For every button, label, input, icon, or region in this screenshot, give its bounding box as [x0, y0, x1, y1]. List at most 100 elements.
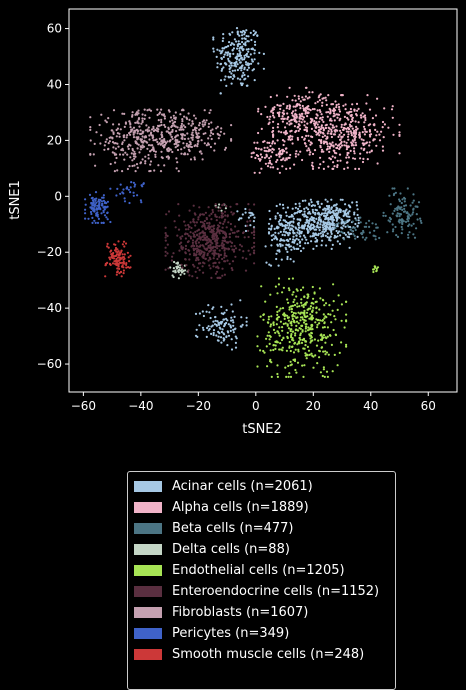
data-point	[350, 110, 353, 113]
data-point	[221, 215, 225, 218]
data-point	[286, 257, 289, 261]
data-point	[278, 171, 281, 174]
data-point	[250, 38, 253, 42]
data-point	[212, 331, 215, 335]
data-point	[158, 137, 161, 140]
data-point	[353, 147, 356, 150]
data-point	[311, 314, 314, 317]
data-point	[363, 133, 366, 136]
data-point	[242, 250, 245, 253]
data-point	[122, 272, 125, 275]
y-axis-label: tSNE1	[8, 180, 23, 220]
data-point	[293, 125, 296, 128]
data-point	[139, 129, 142, 132]
legend-label: Pericytes (n=349)	[172, 626, 290, 641]
data-point	[253, 236, 256, 240]
data-point	[331, 214, 334, 217]
y-tick-label: −40	[37, 301, 62, 315]
data-point	[216, 247, 219, 250]
data-point	[286, 298, 289, 301]
data-point	[198, 324, 201, 327]
data-point	[268, 209, 271, 213]
data-point	[319, 371, 322, 374]
data-point	[303, 347, 306, 350]
data-point	[305, 301, 308, 304]
data-point	[389, 218, 392, 221]
data-point	[280, 131, 283, 134]
data-point	[202, 314, 205, 318]
data-point	[187, 234, 190, 237]
data-point	[272, 120, 275, 123]
data-point	[138, 151, 141, 154]
data-point	[337, 103, 340, 106]
data-point	[103, 208, 106, 211]
data-point	[347, 133, 350, 136]
data-point	[231, 310, 234, 313]
data-point	[354, 228, 357, 232]
data-point	[281, 148, 284, 151]
data-point	[265, 153, 268, 156]
data-point	[198, 124, 201, 127]
data-point	[289, 134, 292, 137]
data-point	[160, 131, 163, 134]
data-point	[284, 126, 287, 129]
data-point	[272, 233, 275, 236]
data-point	[163, 123, 166, 127]
data-point	[321, 239, 324, 242]
data-point	[220, 51, 223, 54]
data-point	[336, 308, 339, 311]
data-point	[320, 213, 323, 216]
data-point	[319, 297, 322, 300]
data-point	[356, 224, 359, 227]
data-point	[330, 228, 333, 231]
data-point	[228, 64, 231, 67]
legend-item: Acinar cells (n=2061)	[132, 476, 395, 497]
data-point	[398, 123, 401, 126]
data-point	[296, 138, 300, 141]
data-point	[221, 242, 224, 245]
data-point	[401, 228, 404, 231]
data-point	[207, 259, 210, 262]
data-point	[284, 147, 287, 150]
data-point	[247, 203, 250, 206]
data-point	[415, 213, 418, 216]
data-point	[301, 311, 305, 314]
data-point	[208, 214, 211, 217]
legend-label: Fibroblasts (n=1607)	[172, 605, 309, 620]
data-point	[291, 330, 294, 333]
data-point	[330, 128, 333, 131]
data-point	[347, 231, 350, 234]
data-point	[90, 212, 93, 216]
legend-label: Beta cells (n=477)	[172, 521, 294, 536]
data-point	[220, 330, 223, 334]
data-point	[181, 235, 184, 238]
data-point	[180, 152, 183, 155]
data-point	[176, 126, 179, 129]
data-point	[371, 222, 374, 225]
data-point	[413, 236, 417, 239]
data-point	[351, 103, 354, 106]
data-point	[308, 317, 311, 320]
data-point	[354, 167, 357, 170]
data-point	[290, 308, 293, 311]
data-point	[209, 239, 212, 242]
data-point	[105, 121, 108, 124]
data-point	[189, 235, 192, 238]
data-point	[340, 303, 343, 306]
data-point	[326, 135, 329, 138]
data-point	[219, 253, 223, 256]
data-point	[398, 152, 401, 155]
data-point	[297, 221, 300, 225]
data-point	[230, 229, 233, 232]
data-point	[345, 319, 348, 322]
data-point	[175, 130, 178, 133]
data-point	[336, 218, 339, 221]
data-point	[346, 151, 349, 155]
data-point	[300, 341, 304, 344]
data-point	[339, 198, 342, 201]
data-point	[177, 277, 180, 280]
data-point	[352, 233, 355, 236]
data-point	[169, 116, 173, 119]
data-point	[164, 239, 167, 242]
data-point	[124, 151, 127, 154]
